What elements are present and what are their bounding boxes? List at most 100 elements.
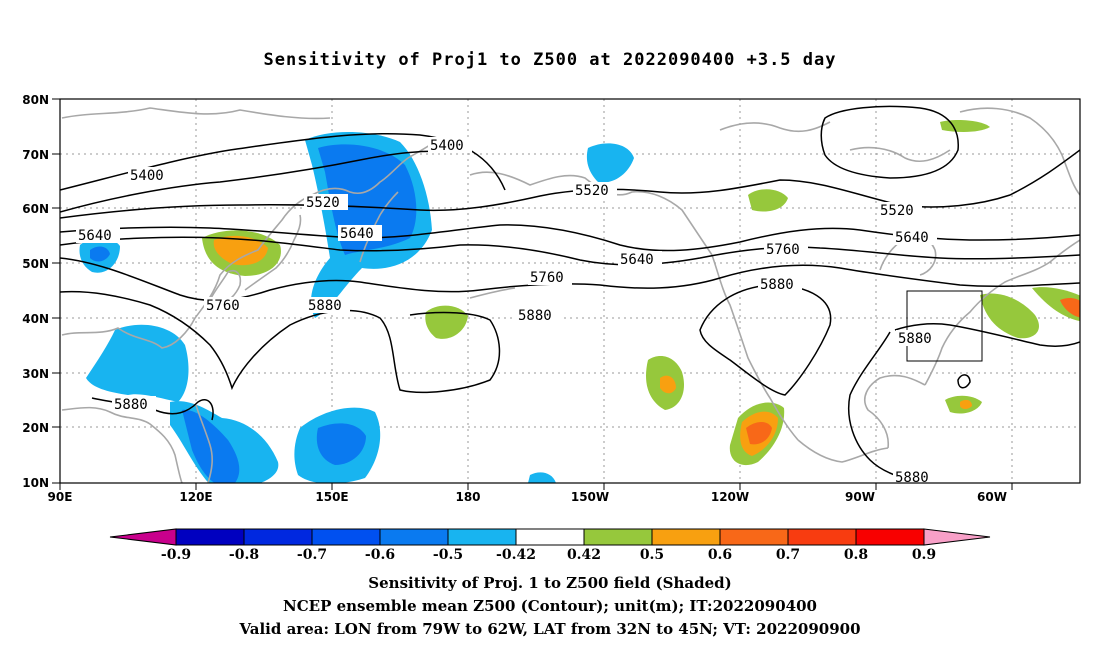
lat-label: 50N (22, 257, 49, 271)
caption-shaded: Sensitivity of Proj. 1 to Z500 field (Sh… (368, 574, 732, 592)
pos-region-atlantic-east (1032, 287, 1080, 322)
contour-label: 5640 (76, 227, 120, 244)
colorbar-tick-label: 0.5 (640, 547, 664, 563)
lat-label: 70N (22, 148, 49, 162)
colorbar-swatch (515, 528, 585, 546)
contour-label: 5640 (618, 251, 662, 268)
neg-region-west-pacific-core (316, 423, 366, 465)
contour-label: 5880 (896, 330, 940, 347)
svg-text:5520: 5520 (880, 203, 914, 219)
lon-label: 90W (845, 490, 875, 504)
colorbar-swatch (311, 528, 381, 546)
lon-label: 120W (711, 490, 749, 504)
svg-text:5640: 5640 (620, 252, 654, 268)
contour-label: 5760 (204, 297, 248, 314)
svg-text:5520: 5520 (575, 183, 609, 199)
coast-japan (244, 214, 302, 291)
lat-label: 30N (22, 367, 49, 381)
contour-5880-carib (957, 374, 971, 389)
contour-label: 5520 (304, 194, 348, 211)
lon-label: 90E (48, 490, 73, 504)
contour-5880-americas (699, 284, 832, 396)
pos-region-japan-core (213, 235, 268, 266)
colorbar-tick-label: 0.6 (708, 547, 732, 563)
colorbar-swatch (379, 528, 449, 546)
contour-label: 5760 (764, 241, 808, 258)
caption-contour: NCEP ensemble mean Z500 (Contour); unit(… (283, 597, 817, 615)
contour-label: 5880 (893, 469, 937, 486)
coast-greenland (959, 107, 1080, 196)
contour-5520-a (60, 149, 1080, 219)
lon-label: 60W (977, 490, 1007, 504)
colorbar-tick-label: 0.8 (844, 547, 868, 563)
svg-text:5880: 5880 (895, 470, 929, 486)
coast-philippines (195, 404, 213, 483)
contour-label: 5880 (758, 276, 802, 293)
contour-label: 5880 (306, 297, 350, 314)
lon-label: 120E (179, 490, 212, 504)
pos-region-caribbean-core (960, 399, 972, 409)
colorbar-tick-label: 0.9 (912, 547, 936, 563)
colorbar-tick-label: -0.8 (229, 547, 259, 563)
colorbar-tick-label: -0.42 (496, 547, 536, 563)
colorbar-tick-label: 0.7 (776, 547, 800, 563)
colorbar-tick-label: -0.7 (297, 547, 327, 563)
pos-region-central-pacific (425, 305, 468, 339)
lon-label: 150E (315, 490, 348, 504)
coast-asia-east (61, 137, 441, 349)
lon-label: 180 (455, 490, 480, 504)
coast-gulf (864, 374, 926, 449)
svg-text:5880: 5880 (518, 308, 552, 324)
contour-5640-b (60, 236, 1080, 266)
caption-valid-area: Valid area: LON from 79W to 62W, LAT fro… (239, 620, 861, 638)
contour-5880-atlantic-b (894, 323, 1080, 347)
map-title: Sensitivity of Proj1 to Z500 at 20220904… (263, 50, 837, 70)
contour-label: 5400 (428, 137, 472, 154)
lat-label: 20N (22, 421, 49, 435)
colorbar-arrow-left (109, 528, 177, 546)
neg-region-tropics (528, 472, 556, 483)
colorbar-swatch (719, 528, 789, 546)
svg-text:5640: 5640 (78, 228, 112, 244)
svg-text:5520: 5520 (306, 195, 340, 211)
svg-text:5760: 5760 (766, 242, 800, 258)
colorbar-swatch (583, 528, 653, 546)
colorbar-swatch (243, 528, 313, 546)
axis-ticks (52, 98, 1013, 490)
contour-label: 5760 (528, 269, 572, 286)
svg-text:5880: 5880 (308, 298, 342, 314)
pos-region-canada (748, 189, 788, 212)
contour-label: 5640 (893, 229, 937, 246)
neg-region-alaska (586, 143, 634, 183)
lat-label: 40N (22, 312, 49, 326)
colorbar-swatch (787, 528, 857, 546)
sensitivity-map: 5400 5400 5520 5520 5520 5640 5640 5640 … (22, 93, 1081, 563)
pos-region-labrador (940, 119, 990, 132)
coastlines (61, 107, 1080, 483)
pos-region-baja-core (746, 422, 772, 445)
colorbar-tick-label: -0.6 (365, 547, 395, 563)
pos-region-east-pacific-core (660, 375, 676, 394)
contour-5400-b (60, 150, 451, 213)
colorbar-swatch (175, 528, 245, 546)
svg-text:5880: 5880 (760, 277, 794, 293)
lon-label: 150W (571, 490, 609, 504)
svg-text:5400: 5400 (130, 168, 164, 184)
contour-label: 5400 (128, 167, 172, 184)
contour-label: 5880 (112, 396, 156, 413)
contour-5520-low (820, 105, 959, 179)
svg-text:5640: 5640 (895, 230, 929, 246)
colorbar-swatch (447, 528, 517, 546)
contour-label: 5640 (338, 225, 382, 242)
coast-arctic-islands (719, 121, 951, 162)
svg-text:5760: 5760 (206, 298, 240, 314)
lat-labels: 80N 70N 60N 50N 40N 30N 20N 10N (22, 93, 49, 490)
svg-text:5400: 5400 (430, 138, 464, 154)
coast-north-america-east (924, 239, 1080, 386)
svg-text:5640: 5640 (340, 226, 374, 242)
colorbar-tick-label: 0.42 (567, 547, 601, 563)
svg-text:5880: 5880 (114, 397, 148, 413)
colorbar-swatch (651, 528, 721, 546)
colorbar: -0.9 -0.8 -0.7 -0.6 -0.5 -0.42 0.42 0.5 0.6 0.7 0.… (109, 528, 991, 563)
plot-frame (59, 98, 1081, 484)
